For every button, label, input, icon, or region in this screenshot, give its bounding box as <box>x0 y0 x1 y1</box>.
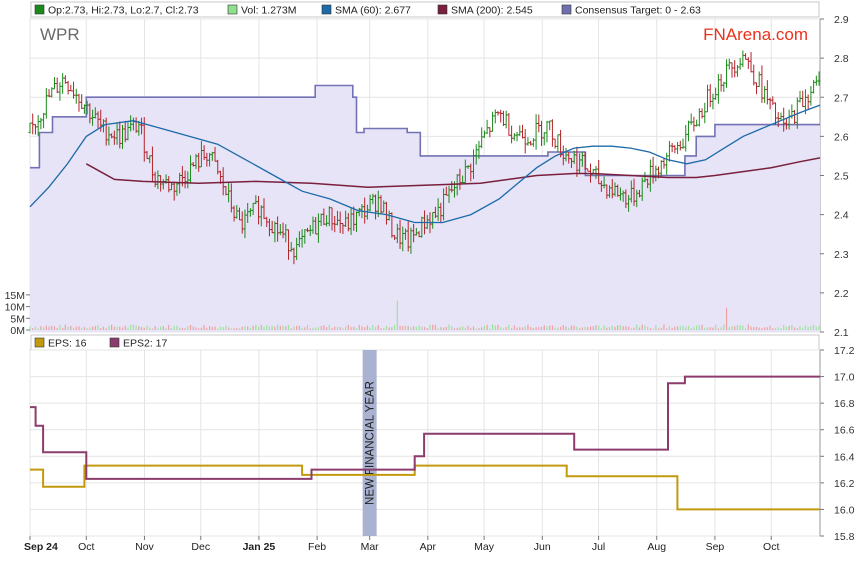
consensus-target-line <box>30 84 820 177</box>
legend-eps2: EPS2: 17 <box>109 338 168 350</box>
month-label: Jun <box>534 541 551 553</box>
chart-title: WPR <box>40 25 80 44</box>
month-label: Sep <box>706 541 725 553</box>
consensus-target-fill <box>30 85 820 332</box>
legend-volume: Vol: 1.273M <box>227 5 296 17</box>
eps-tick-label: 16.6 <box>834 425 855 437</box>
eps-tick-label: 17.0 <box>834 372 855 384</box>
month-label: Aug <box>647 541 666 553</box>
price-tick-label: 2.1 <box>834 327 849 339</box>
price-bars <box>28 50 821 265</box>
legend-sma200: SMA (200): 2.545 <box>437 5 533 17</box>
volume-tick-label: 0M <box>10 325 25 337</box>
legend-ohlc: Op:2.73, Hi:2.73, Lo:2.7, Cl:2.73 <box>34 5 199 17</box>
price-tick-label: 2.8 <box>834 53 849 65</box>
eps-tick-label: 16.2 <box>834 478 855 490</box>
price-tick-label: 2.2 <box>834 288 849 300</box>
legend-volume-label: Vol: 1.273M <box>241 5 296 17</box>
sma60-line <box>29 104 821 224</box>
legend-sma200-label: SMA (200): 2.545 <box>451 5 533 17</box>
month-label: Nov <box>135 541 154 553</box>
month-axis: Sep 24 Oct Nov Dec Jan 25 Feb Mar Apr May Jun Jul A… <box>24 536 779 553</box>
legend-sma60-label: SMA (60): 2.677 <box>335 5 411 17</box>
month-label: Oct <box>763 541 779 553</box>
volume-bars <box>29 300 820 330</box>
legend-eps: EPS: 16 <box>34 338 87 350</box>
eps-tick-label: 16.0 <box>834 504 855 516</box>
month-label: Apr <box>420 541 437 553</box>
legend-target-label: Consensus Target: 0 - 2.63 <box>575 5 701 17</box>
legend-eps-label: EPS: 16 <box>48 338 87 350</box>
month-label: Sep 24 <box>24 541 58 553</box>
price-tick-label: 2.9 <box>834 14 849 26</box>
annotation-label: NEW FINANCIAL YEAR <box>365 381 377 505</box>
legend-consensus-target: Consensus Target: 0 - 2.63 <box>561 5 701 17</box>
month-label: Oct <box>78 541 94 553</box>
month-label: Jul <box>592 541 605 553</box>
eps-tick-label: 15.8 <box>834 531 855 543</box>
eps-axis-ticks: 17.2 17.0 16.8 16.6 16.4 16.2 16.0 15.8 <box>820 345 855 543</box>
month-label: May <box>474 541 495 553</box>
eps-lines <box>30 375 820 511</box>
eps-tick-label: 16.4 <box>834 451 855 463</box>
sma200-line <box>85 157 821 188</box>
legend-sma60: SMA (60): 2.677 <box>321 5 411 17</box>
consensus-target-band <box>30 84 820 332</box>
month-label: Dec <box>191 541 210 553</box>
eps-line <box>30 464 820 511</box>
eps2-line <box>30 375 820 480</box>
eps-tick-label: 16.8 <box>834 398 855 410</box>
brand-logo: FNArena.com <box>703 25 808 44</box>
volume-tick-label: 5M <box>10 313 25 325</box>
month-label: Jan 25 <box>243 541 276 553</box>
moving-average-lines <box>29 104 821 224</box>
legend-eps2-label: EPS2: 17 <box>123 338 168 350</box>
volume-tick-label: 15M <box>5 290 25 302</box>
new-financial-year-band: NEW FINANCIAL YEAR <box>362 350 377 536</box>
annotation-band <box>362 350 377 536</box>
price-tick-label: 2.4 <box>834 210 849 222</box>
legend-ohlc-label: Op:2.73, Hi:2.73, Lo:2.7, Cl:2.73 <box>48 5 199 17</box>
price-axis-ticks: 2.9 2.8 2.7 2.6 2.5 2.4 2.3 2.2 2.1 <box>820 14 849 339</box>
volume-tick-label: 10M <box>5 302 25 314</box>
price-tick-label: 2.5 <box>834 171 849 183</box>
price-tick-label: 2.7 <box>834 92 849 104</box>
price-tick-label: 2.6 <box>834 131 849 143</box>
price-tick-label: 2.3 <box>834 249 849 261</box>
eps-tick-label: 17.2 <box>834 345 855 357</box>
month-label: Feb <box>308 541 326 553</box>
month-label: Mar <box>361 541 380 553</box>
